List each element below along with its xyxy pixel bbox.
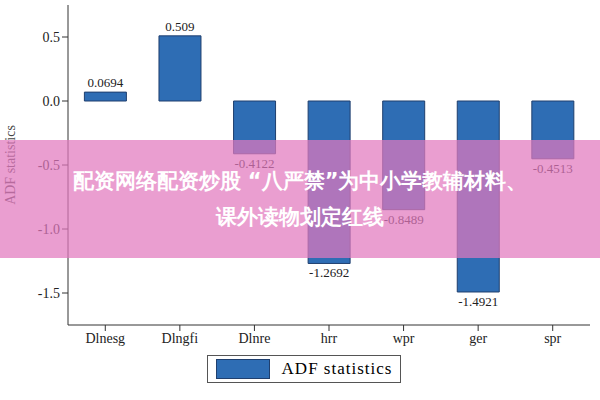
svg-text:ger: ger	[469, 331, 487, 346]
svg-text:0.0: 0.0	[43, 94, 61, 109]
svg-text:spr: spr	[544, 331, 561, 346]
svg-text:hrr: hrr	[321, 331, 338, 346]
html-text:ADF statistics: ADF statistics	[281, 359, 393, 378]
svg-text:Dlnesg: Dlnesg	[85, 331, 125, 346]
svg-text:Dlngfi: Dlngfi	[162, 331, 199, 346]
svg-text:wpr: wpr	[393, 331, 415, 346]
html-text:配资网络配资炒股 “八严禁”为中小学教辅材料、: 配资网络配资炒股 “八严禁”为中小学教辅材料、	[72, 169, 528, 193]
svg-text:0.509: 0.509	[165, 19, 194, 34]
svg-text:Dlnre: Dlnre	[238, 331, 270, 346]
svg-text:-1.2692: -1.2692	[309, 265, 349, 280]
html-text:课外读物划定红线: 课外读物划定红线	[216, 205, 384, 229]
svg-text:-1.5: -1.5	[38, 286, 60, 301]
svg-text:0.5: 0.5	[43, 30, 61, 45]
svg-text:0.0694: 0.0694	[88, 75, 124, 90]
svg-text:-1.4921: -1.4921	[458, 294, 498, 309]
